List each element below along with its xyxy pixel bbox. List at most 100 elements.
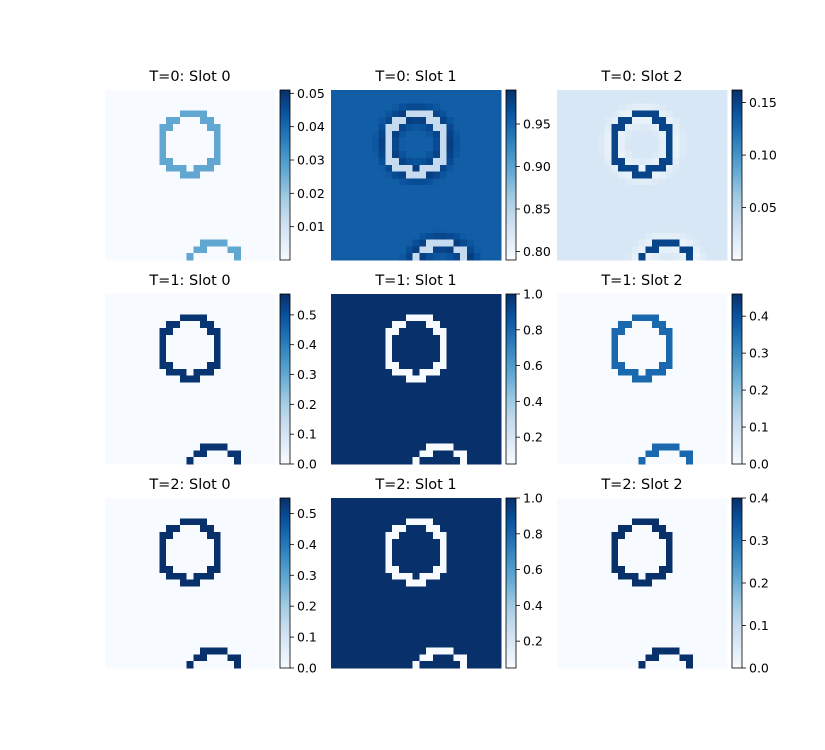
heatmap-cell <box>213 130 221 138</box>
heatmap-cell <box>220 307 228 315</box>
heatmap-cell <box>494 436 502 444</box>
heatmap-cell <box>268 294 276 302</box>
heatmap-cell <box>261 103 269 111</box>
heatmap-cell <box>713 226 721 234</box>
heatmap-cell <box>118 96 126 104</box>
heatmap-cell <box>645 124 653 132</box>
heatmap-cell <box>145 362 153 370</box>
heatmap-cell <box>213 96 221 104</box>
heatmap-cell <box>480 396 488 404</box>
heatmap-cell <box>439 457 447 465</box>
heatmap-cell <box>166 579 174 587</box>
heatmap-cell <box>193 307 201 315</box>
heatmap-cell <box>118 647 126 655</box>
heatmap-cell <box>166 552 174 560</box>
heatmap-cell <box>672 185 680 193</box>
heatmap-cell <box>604 389 612 397</box>
heatmap-cell <box>125 566 133 574</box>
heatmap-cell <box>679 171 687 179</box>
heatmap-cell <box>351 198 359 206</box>
heatmap-cell <box>268 144 276 152</box>
heatmap-cell <box>179 321 187 329</box>
heatmap-cell <box>337 328 345 336</box>
heatmap-cell <box>145 375 153 383</box>
heatmap-cell <box>446 566 454 574</box>
heatmap-cell <box>597 436 605 444</box>
heatmap-cell <box>570 450 578 458</box>
heatmap-cell <box>720 362 728 370</box>
heatmap-cell <box>597 239 605 247</box>
heatmap-cell <box>145 613 153 621</box>
heatmap-cell <box>186 246 194 254</box>
heatmap-cell <box>706 103 714 111</box>
heatmap-cell <box>193 396 201 404</box>
heatmap-cell <box>706 443 714 451</box>
heatmap-cell <box>254 600 262 608</box>
heatmap-cell <box>358 117 366 125</box>
panel-title: T=2: Slot 1 <box>374 477 456 493</box>
heatmap-cell <box>261 294 269 302</box>
heatmap-cell <box>412 368 420 376</box>
heatmap-cell <box>659 192 667 200</box>
heatmap-cell <box>351 518 359 526</box>
heatmap-cell <box>145 647 153 655</box>
heatmap-cell <box>419 396 427 404</box>
heatmap-cell <box>618 239 626 247</box>
heatmap-cell <box>570 164 578 172</box>
heatmap-cell <box>193 185 201 193</box>
heatmap-cell <box>118 579 126 587</box>
heatmap-cell <box>344 246 352 254</box>
heatmap-cell <box>686 307 694 315</box>
heatmap-cell <box>145 307 153 315</box>
heatmap-cell <box>453 232 461 240</box>
heatmap-cell <box>152 423 160 431</box>
heatmap-cell <box>125 593 133 601</box>
heatmap-cell <box>467 334 475 342</box>
heatmap-cell <box>460 430 468 438</box>
heatmap-cell <box>247 253 255 261</box>
heatmap-cell <box>331 627 339 635</box>
heatmap-cell <box>371 164 379 172</box>
heatmap-cell <box>173 450 181 458</box>
heatmap-cell <box>699 355 707 363</box>
heatmap-cell <box>186 355 194 363</box>
heatmap-cell <box>480 341 488 349</box>
heatmap-cell <box>159 144 167 152</box>
heatmap-cell <box>399 185 407 193</box>
heatmap-cell <box>179 525 187 533</box>
heatmap-cell <box>193 212 201 220</box>
heatmap-cell <box>351 110 359 118</box>
heatmap-cell <box>344 171 352 179</box>
heatmap-cell <box>344 423 352 431</box>
heatmap-cell <box>186 532 194 540</box>
heatmap-cell <box>665 450 673 458</box>
heatmap-cell <box>247 423 255 431</box>
heatmap-cell <box>145 525 153 533</box>
heatmap-cell <box>563 334 571 342</box>
heatmap-cell <box>625 246 633 254</box>
heatmap-cell <box>570 158 578 166</box>
heatmap-cell <box>139 430 147 438</box>
heatmap-cell <box>358 545 366 553</box>
heatmap-cell <box>713 294 721 302</box>
heatmap-cell <box>494 620 502 628</box>
heatmap-cell <box>105 144 113 152</box>
heatmap-cell <box>405 559 413 567</box>
heatmap-cell <box>591 321 599 329</box>
heatmap-cell <box>604 396 612 404</box>
heatmap-cell <box>652 117 660 125</box>
heatmap-cell <box>159 219 167 227</box>
heatmap-cell <box>132 124 140 132</box>
heatmap-cell <box>679 382 687 390</box>
heatmap-cell <box>467 566 475 574</box>
heatmap-cell <box>453 130 461 138</box>
colorbar-tick-label: 0.5 <box>297 307 317 322</box>
heatmap-cell <box>563 436 571 444</box>
heatmap-cell <box>241 511 249 519</box>
heatmap-cell <box>111 96 119 104</box>
heatmap-cell <box>200 450 208 458</box>
heatmap-cell <box>645 212 653 220</box>
heatmap-cell <box>207 328 215 336</box>
heatmap-cell <box>467 538 475 546</box>
heatmap-cell <box>166 117 174 125</box>
